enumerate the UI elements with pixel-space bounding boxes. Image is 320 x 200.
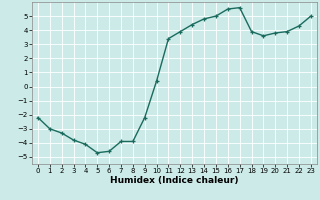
- X-axis label: Humidex (Indice chaleur): Humidex (Indice chaleur): [110, 176, 239, 185]
